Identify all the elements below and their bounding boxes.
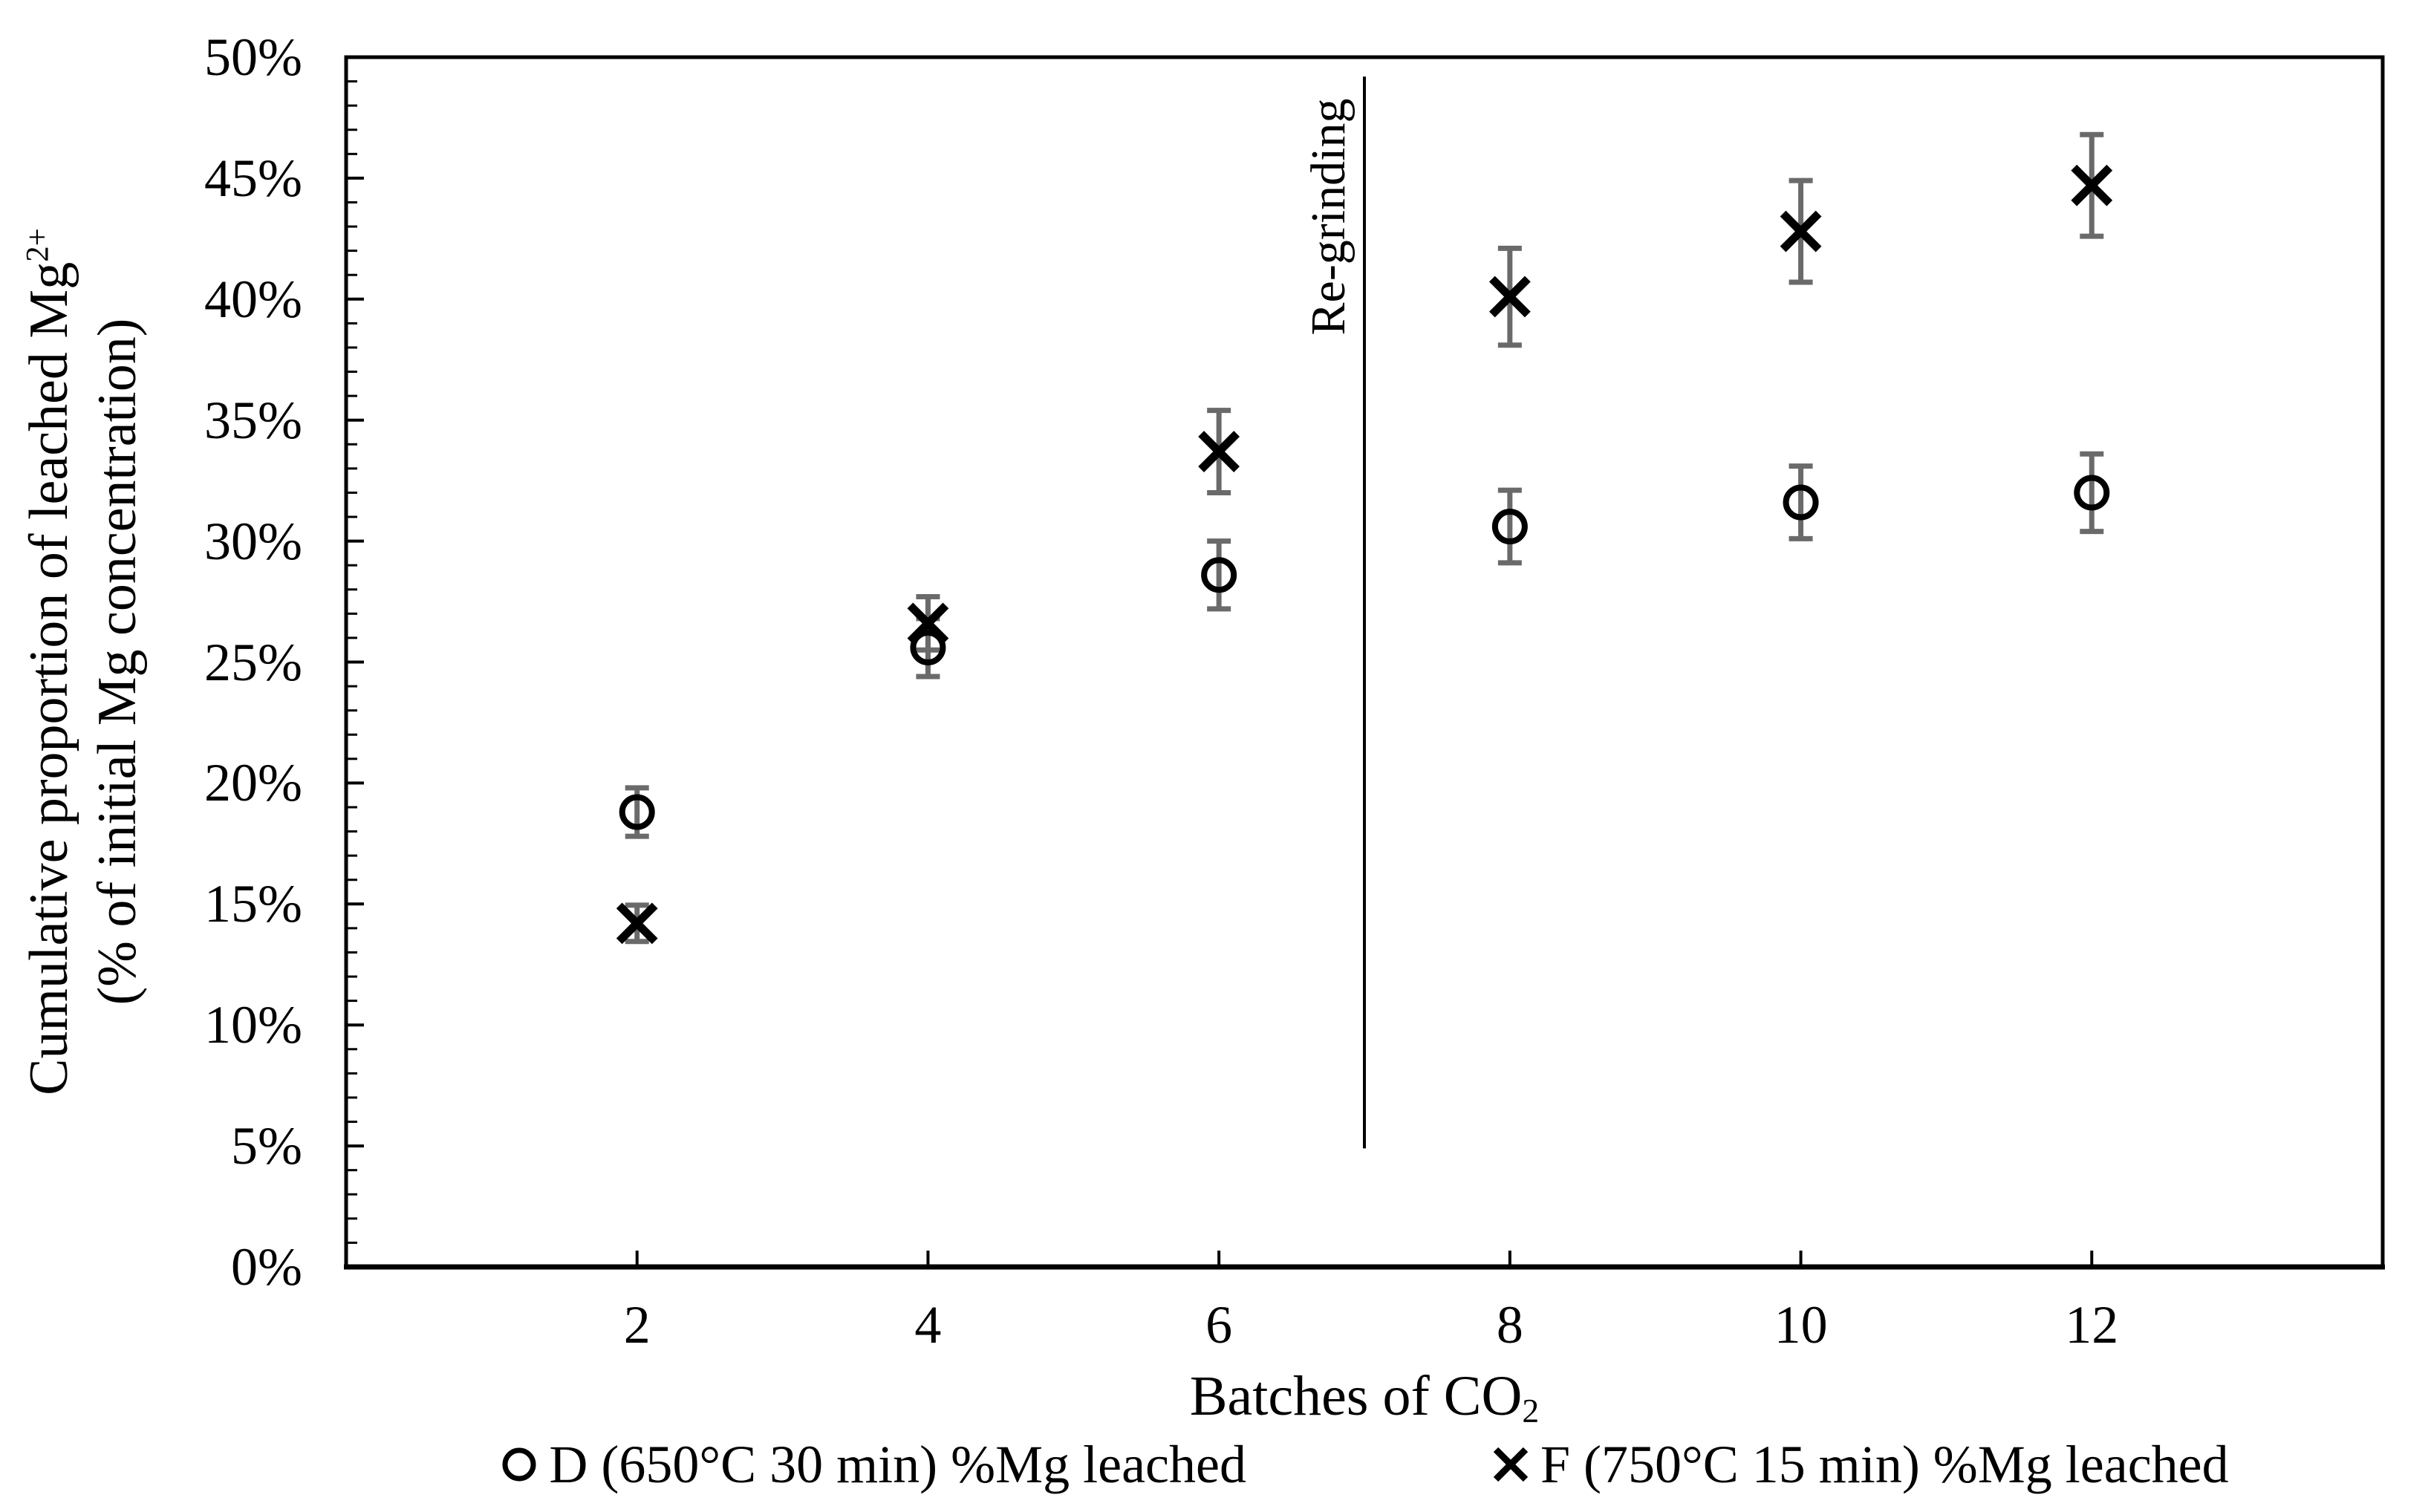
data-point-x-x12 [2071, 164, 2113, 206]
data-point-circle-x8 [1491, 509, 1528, 545]
legend-label-series-d: D (650°C 30 min) %Mg leached [549, 1434, 1246, 1494]
x-tick-label-12: 12 [2065, 1295, 2119, 1355]
legend-item-series-d: D (650°C 30 min) %Mg leached [500, 1434, 1246, 1496]
data-point-circle-x10 [1783, 484, 1819, 521]
x-tick-label-6: 6 [1205, 1295, 1233, 1355]
y-axis-title-line2: (% of initial Mg concentration) [87, 318, 148, 1006]
legend-item-series-f: F (750°C 15 min) %Mg leached [1491, 1434, 2229, 1496]
y-tick-label-50%: 50% [204, 27, 302, 87]
y-axis-title-line1: Cumulative proportion of leached Mg2+ [19, 228, 79, 1095]
y-tick-label-40%: 40% [204, 269, 302, 329]
y-tick-label-5%: 5% [231, 1116, 302, 1176]
y-tick-label-35%: 35% [204, 390, 302, 450]
x-axis-title: Batches of CO2 [1189, 1365, 1540, 1430]
x-marker-icon [1493, 1447, 1529, 1482]
subscript: 2 [1522, 1392, 1540, 1430]
y-tick-label-0%: 0% [231, 1237, 302, 1297]
x-tick-label-2: 2 [623, 1295, 651, 1355]
data-point-x-x4 [907, 602, 949, 645]
circle-marker-icon [502, 1447, 536, 1482]
data-point-circle-x2 [619, 794, 655, 830]
superscript: 2+ [20, 228, 56, 262]
data-point-circle-x12 [2074, 475, 2110, 511]
legend-label-series-f: F (750°C 15 min) %Mg leached [1540, 1434, 2229, 1494]
x-tick-label-8: 8 [1496, 1295, 1523, 1355]
y-tick-label-45%: 45% [204, 148, 302, 208]
legend: D (650°C 30 min) %Mg leached F (750°C 15… [346, 1427, 2383, 1502]
data-point-x-x6 [1198, 431, 1240, 472]
y-tick-label-10%: 10% [204, 995, 302, 1055]
regrinding-annotation-label: Re-grinding [1301, 98, 1355, 336]
y-tick-label-30%: 30% [204, 511, 302, 571]
y-tick-label-20%: 20% [204, 753, 302, 813]
y-axis-title: Cumulative proportion of leached Mg2+ (%… [15, 1, 152, 1323]
x-tick-label-10: 10 [1774, 1295, 1828, 1355]
data-point-circle-x6 [1201, 557, 1237, 593]
x-tick-label-4: 4 [914, 1295, 942, 1355]
data-point-circle-x4 [910, 629, 946, 665]
y-tick-label-25%: 25% [204, 632, 302, 692]
data-point-x-x10 [1780, 210, 1822, 252]
y-tick-label-15%: 15% [204, 874, 302, 934]
data-point-x-x8 [1488, 276, 1531, 318]
data-point-x-x2 [616, 902, 658, 945]
